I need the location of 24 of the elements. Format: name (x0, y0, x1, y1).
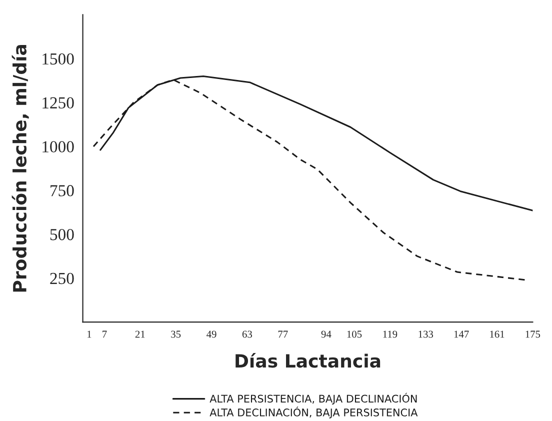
x-tick-label: 21 (135, 330, 145, 338)
x-tick-label: 175 (526, 330, 540, 338)
x-tick-label: 94 (321, 330, 332, 338)
x-tick-label: 77 (278, 330, 288, 338)
y-tick-label: 1000 (42, 141, 74, 152)
y-tick-label: 750 (50, 185, 74, 196)
y-tick-label: 1250 (42, 97, 74, 108)
x-axis-title: Días Lactancia (236, 353, 380, 368)
x-tick-label: 35 (171, 330, 181, 338)
legend-label: ALTA PERSISTENCIA, BAJA DECLINACIÓN (210, 392, 417, 405)
x-tick-label: 49 (206, 330, 216, 338)
x-tick-label: 133 (418, 330, 434, 338)
y-tick-label: 500 (50, 228, 74, 240)
x-tick-label: 105 (347, 330, 362, 338)
x-tick-label: 147 (454, 330, 469, 338)
x-tick-label: 161 (490, 330, 504, 338)
x-tick-label: 63 (242, 330, 252, 338)
x-tick-label: 1 (87, 330, 92, 338)
y-axis-title: Producción leche, ml/día (12, 44, 29, 292)
x-tick-label: 7 (102, 330, 107, 338)
y-tick-label: 1500 (42, 53, 74, 65)
x-tick-label: 119 (383, 330, 398, 338)
y-tick-label: 250 (50, 272, 74, 284)
legend-label: ALTA DECLINACIÓN, BAJA PERSISTENCIA (210, 406, 418, 418)
